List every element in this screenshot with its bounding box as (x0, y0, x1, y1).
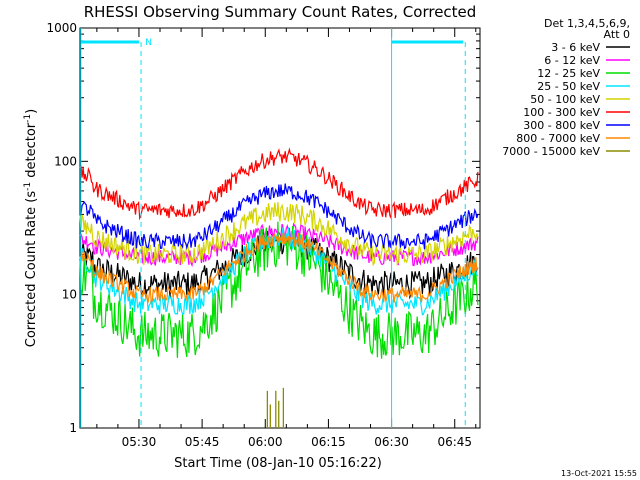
legend-label: 50 - 100 keV (530, 93, 600, 106)
series-7000_15000keV (266, 387, 285, 428)
plot-frame (79, 27, 481, 429)
series-300_800keV (79, 183, 479, 250)
legend-header-1: Det 1,3,4,5,6,9, (544, 17, 630, 30)
series-line (79, 232, 479, 305)
y-tick-label: 1 (69, 421, 77, 435)
series-6_12keV (79, 222, 479, 268)
series-line (79, 221, 479, 359)
x-tick-label: 05:30 (122, 435, 157, 449)
legend-label: 25 - 50 keV (537, 80, 600, 93)
x-tick-label: 06:45 (437, 435, 472, 449)
series-12_25keV (79, 221, 479, 359)
x-tick-label: 05:45 (185, 435, 220, 449)
legend-label: 300 - 800 keV (523, 119, 600, 132)
y-axis: 1000 100 10 1 (46, 21, 480, 435)
observing-flags: N (80, 28, 466, 428)
series-line (79, 147, 479, 221)
x-tick-label: 06:30 (374, 435, 409, 449)
y-axis-title: Corrected Count Rate (s-1 detector-1) (23, 109, 39, 347)
series-lines (79, 147, 479, 428)
y-tick-label: 10 (62, 288, 77, 302)
y-tick-label: 1000 (46, 21, 77, 35)
series-line (79, 202, 479, 267)
y-tick-label: 100 (54, 154, 77, 168)
legend-label: 800 - 7000 keV (516, 132, 600, 145)
series-100_300keV (79, 147, 479, 221)
x-tick-label: 06:15 (311, 435, 346, 449)
legend-label: 7000 - 15000 keV (502, 145, 600, 158)
legend-label: 3 - 6 keV (551, 41, 600, 54)
series-800_7000keV (79, 232, 479, 305)
x-tick-label: 06:00 (248, 435, 283, 449)
legend-label: 12 - 25 keV (537, 67, 600, 80)
x-axis: 05:30 05:45 06:00 06:15 06:30 06:45 (96, 28, 477, 449)
x-axis-title: Start Time (08-Jan-10 05:16:22) (174, 456, 382, 471)
legend-label: 6 - 12 keV (544, 54, 600, 67)
series-line (79, 183, 479, 250)
flag-label: N (145, 38, 152, 48)
legend-header-2: Att 0 (604, 28, 630, 41)
footer-date: 13-Oct-2021 15:55 (561, 469, 637, 478)
chart-title: RHESSI Observing Summary Count Rates, Co… (84, 3, 477, 21)
series-line (79, 222, 479, 268)
legend-label: 100 - 300 keV (523, 106, 600, 119)
series-50_100keV (79, 202, 479, 267)
